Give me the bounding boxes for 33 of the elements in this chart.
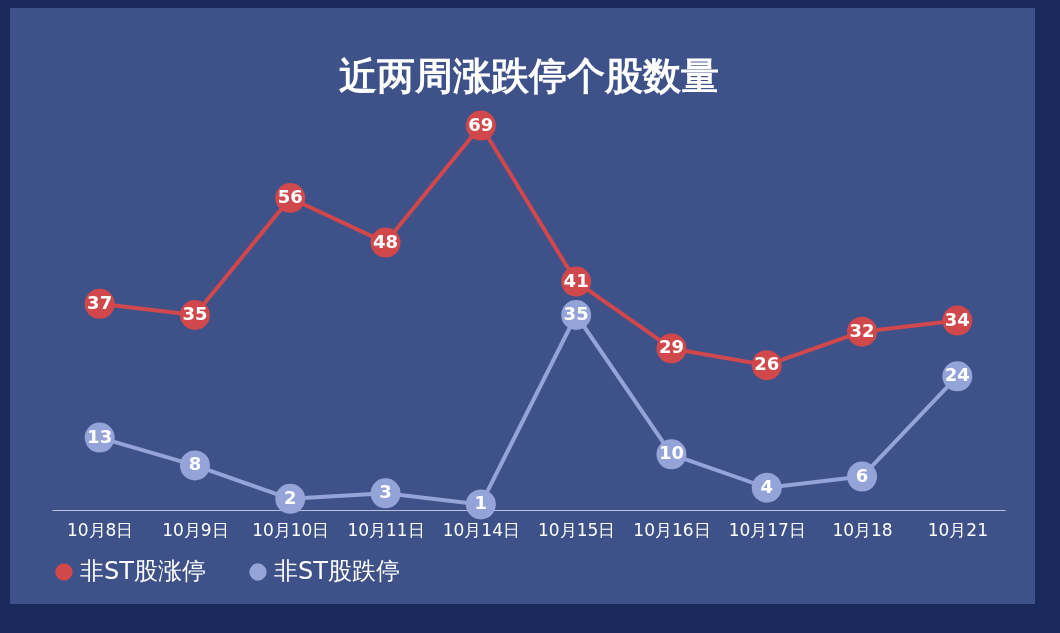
data-label: 24	[944, 364, 970, 386]
x-tick-label: 10月9日	[162, 519, 229, 540]
x-tick-label: 10月21	[927, 519, 988, 540]
x-tick-label: 10月14日	[442, 519, 520, 540]
data-label: 48	[373, 230, 399, 252]
x-tick-label: 10月11日	[347, 519, 425, 540]
x-tick-label: 10月18	[832, 519, 893, 540]
data-label: 13	[87, 425, 113, 447]
data-label: 1	[474, 492, 488, 514]
data-label: 26	[754, 353, 780, 375]
legend-label: 非ST股涨停	[80, 557, 206, 585]
x-tick-label: 10月8日	[66, 519, 134, 540]
x-tick-label: 10月15日	[538, 519, 616, 540]
data-label: 35	[182, 303, 208, 324]
data-label: 32	[849, 319, 875, 341]
data-label: 34	[944, 308, 970, 330]
data-label: 2	[283, 486, 297, 508]
data-label: 37	[87, 291, 113, 313]
data-label: 4	[760, 475, 774, 497]
data-label: 6	[855, 464, 869, 486]
data-label: 10	[658, 442, 684, 464]
data-label: 8	[188, 453, 202, 475]
chart-title: 近两周涨跌停个股数量	[338, 53, 719, 98]
x-tick-label: 10月16日	[633, 519, 711, 540]
data-label: 41	[563, 269, 589, 291]
x-tick-label: 10月17日	[728, 519, 806, 540]
legend-label: 非ST股跌停	[274, 557, 400, 585]
data-label: 56	[277, 186, 303, 207]
data-label: 3	[379, 481, 392, 503]
data-label: 69	[468, 113, 494, 135]
data-label: 35	[563, 303, 589, 324]
x-tick-label: 10月10日	[252, 519, 330, 540]
data-label: 29	[658, 336, 684, 358]
